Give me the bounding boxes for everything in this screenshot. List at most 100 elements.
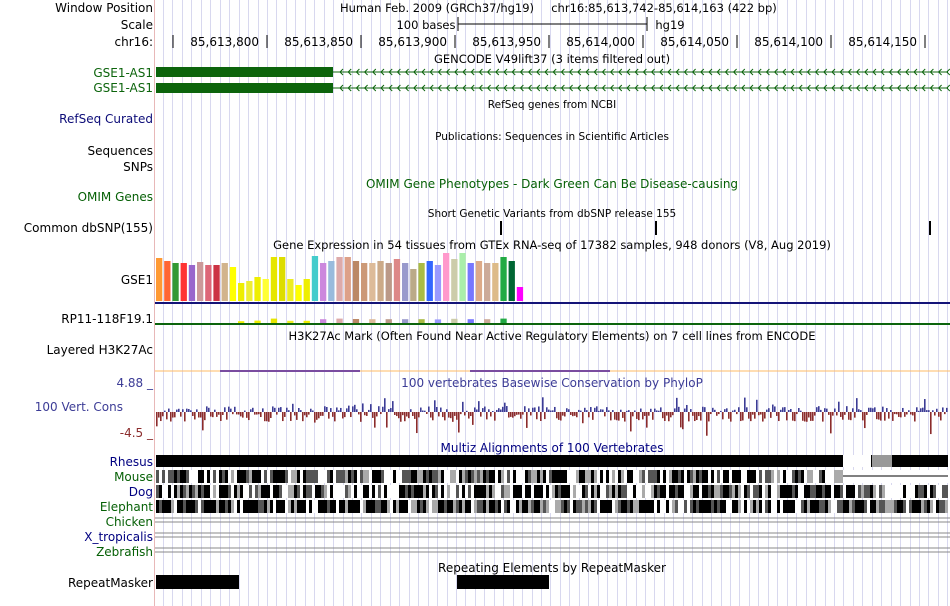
multiz-species-rhesus[interactable]: Rhesus: [109, 455, 153, 469]
phylop-bar-positive: [860, 410, 862, 412]
gencode-strand-arrow: [413, 68, 418, 76]
gtex-gene1-label[interactable]: GSE1: [120, 273, 153, 287]
multiz-alignment-cell: [588, 485, 591, 498]
multiz-alignment-cell: [729, 485, 732, 498]
h3k27ac-label[interactable]: Layered H3K27Ac: [46, 343, 153, 357]
phylop-bar-negative: [216, 412, 218, 417]
multiz-alignment-cell: [450, 485, 453, 498]
multiz-alignment-cell: [552, 500, 555, 513]
refseq-label[interactable]: RefSeq Curated: [59, 112, 153, 126]
phylop-bar-positive: [724, 409, 726, 412]
multiz-species-zebrafish[interactable]: Zebrafish: [96, 545, 153, 559]
dbsnp-variant: [655, 221, 657, 235]
multiz-alignment-cell: [495, 470, 498, 483]
dbsnp-label[interactable]: Common dbSNP(155): [23, 221, 153, 235]
multiz-alignment-cell: [426, 470, 429, 483]
multiz-alignment-cell: [420, 500, 423, 513]
phylop-bar-positive: [548, 409, 550, 412]
phylop-bar-positive: [908, 410, 910, 412]
multiz-alignment-cell: [477, 485, 480, 498]
multiz-alignment-cell: [405, 500, 408, 513]
multiz-species-dog[interactable]: Dog: [128, 485, 153, 499]
gencode-strand-arrow: [765, 84, 770, 92]
conservation-label[interactable]: 100 Vert. Cons: [34, 400, 123, 414]
omim-label[interactable]: OMIM Genes: [77, 190, 153, 204]
gtex-bar: [246, 281, 253, 301]
multiz-alignment-cell: [279, 485, 282, 498]
multiz-alignment-cell: [837, 485, 840, 498]
phylop-bar-negative: [520, 412, 522, 419]
multiz-alignment-cell: [807, 485, 810, 498]
multiz-alignment-cell: [783, 500, 786, 513]
phylop-bar-negative: [232, 412, 234, 415]
multiz-gap: [872, 455, 892, 467]
multiz-alignment-cell: [438, 470, 441, 483]
gencode-strand-arrow: [855, 68, 860, 76]
phylop-bar-positive: [410, 409, 412, 412]
gencode-strand-arrow: [864, 84, 869, 92]
snps-label[interactable]: SNPs: [123, 160, 153, 174]
phylop-bar-positive: [856, 398, 858, 412]
phylop-bar-negative: [318, 412, 320, 419]
gencode-strand-arrow: [798, 68, 803, 76]
multiz-alignment-cell: [345, 485, 348, 498]
gencode-gene-label-1[interactable]: GSE1-AS1: [93, 66, 153, 80]
multiz-alignment-cell: [930, 500, 933, 513]
gtex-gene2-label[interactable]: RP11-118F19.1: [61, 312, 153, 326]
multiz-alignment-cell: [618, 485, 621, 498]
multiz-species-xtropicalis[interactable]: X_tropicalis: [84, 530, 153, 544]
gencode-exon: [156, 67, 333, 77]
multiz-alignment-cell: [579, 470, 582, 483]
multiz-alignment-cell: [666, 470, 669, 483]
phylop-bar-negative: [638, 412, 640, 421]
multiz-alignment-cell: [213, 500, 216, 513]
gtex-bar: [492, 263, 499, 301]
publications-label[interactable]: Sequences: [87, 144, 153, 158]
multiz-species-chicken[interactable]: Chicken: [105, 515, 153, 529]
multiz-alignment-cell: [507, 485, 510, 498]
gencode-strand-arrow: [380, 68, 385, 76]
phylop-bar-positive: [920, 408, 922, 412]
phylop-bar-positive: [942, 407, 944, 412]
multiz-alignment-cell: [675, 485, 678, 498]
multiz-alignment-cell: [258, 470, 261, 483]
multiz-alignment-cell: [543, 500, 546, 513]
repeatmasker-label[interactable]: RepeatMasker: [67, 576, 153, 590]
phylop-bar-positive: [504, 402, 506, 412]
multiz-alignment-cell: [861, 485, 864, 498]
multiz-alignment-cell: [510, 470, 513, 483]
gencode-strand-arrow: [626, 68, 631, 76]
phylop-bar-negative: [808, 412, 810, 418]
multiz-alignment-cell: [330, 500, 333, 513]
multiz-alignment-cell: [645, 470, 648, 483]
multiz-alignment-cell: [465, 500, 468, 513]
multiz-alignment-cell: [723, 485, 726, 498]
phylop-bar-negative: [192, 412, 194, 416]
multiz-alignment-cell: [555, 470, 558, 483]
gencode-strand-arrow: [905, 84, 910, 92]
multiz-alignment-cell: [204, 485, 207, 498]
phylop-bar-negative: [170, 412, 172, 422]
multiz-alignment-cell: [627, 470, 630, 483]
multiz-alignment-cell: [597, 470, 600, 483]
multiz-species-mouse[interactable]: Mouse: [114, 470, 153, 484]
multiz-alignment-cell: [423, 500, 426, 513]
multiz-alignment-cell: [192, 500, 195, 513]
phylop-bar-positive: [392, 401, 394, 412]
gencode-strand-arrow: [724, 68, 729, 76]
gencode-strand-arrow: [773, 84, 778, 92]
multiz-alignment-cell: [879, 485, 882, 498]
multiz-alignment-cell: [399, 470, 402, 483]
multiz-alignment-cell: [213, 470, 216, 483]
phylop-bar-positive: [244, 410, 246, 412]
multiz-alignment-cell: [516, 485, 519, 498]
phylop-bar-positive: [946, 407, 948, 412]
gencode-gene-label-2[interactable]: GSE1-AS1: [93, 81, 153, 95]
gtex-bar: [402, 263, 409, 301]
multiz-alignment-cell: [753, 485, 756, 498]
multiz-alignment-cell: [447, 500, 450, 513]
multiz-species-elephant[interactable]: Elephant: [99, 500, 153, 514]
multiz-alignment-cell: [249, 485, 252, 498]
multiz-alignment-cell: [348, 485, 351, 498]
